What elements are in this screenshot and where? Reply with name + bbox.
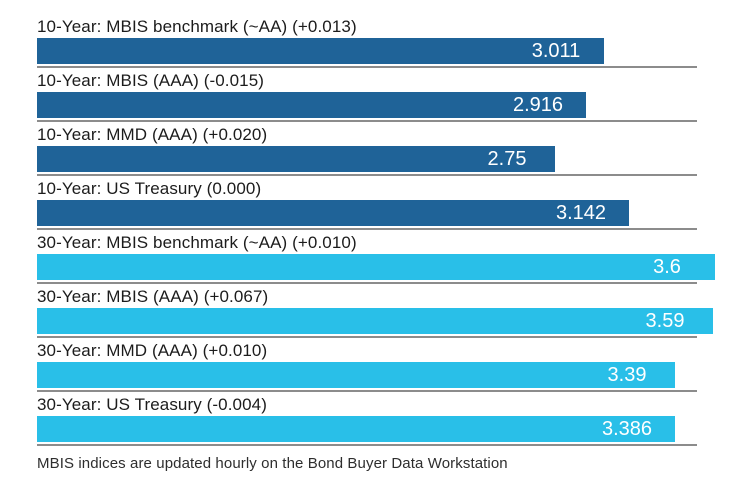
bar-label: 10-Year: MBIS (AAA) (-0.015) [37,71,265,90]
bar-value-label: 3.59 [645,310,685,332]
bar-30yr-mbis-benchmark: 3.6 [37,254,715,280]
chart-row: 10-Year: US Treasury (0.000) 3.142 [37,176,740,230]
row-baseline: 3.6 [37,254,715,284]
chart-row: 30-Year: MBIS benchmark (~AA) (+0.010) 3… [37,230,740,284]
chart-row: 30-Year: MBIS (AAA) (+0.067) 3.59 [37,284,740,338]
bar-10yr-mbis-aaa: 2.916 [37,92,586,118]
bar-chart-area: 10-Year: MBIS benchmark (~AA) (+0.013) 3… [37,14,740,446]
bar-10yr-mbis-benchmark: 3.011 [37,38,604,64]
bar-label: 10-Year: US Treasury (0.000) [37,179,262,198]
bar-value-label: 3.011 [531,40,581,62]
bar-30yr-us-treasury: 3.386 [37,416,675,442]
bar-30yr-mmd-aaa: 3.39 [37,362,675,388]
bar-label: 30-Year: US Treasury (-0.004) [37,395,267,414]
bar-value-label: 2.75 [487,148,527,170]
bar-value-label: 3.6 [653,256,681,278]
chart-row: 10-Year: MBIS (AAA) (-0.015) 2.916 [37,68,740,122]
bar-label: 30-Year: MBIS (AAA) (+0.067) [37,287,269,306]
bar-10yr-mmd-aaa: 2.75 [37,146,555,172]
bar-value-label: 3.39 [607,364,647,386]
bar-label: 30-Year: MMD (AAA) (+0.010) [37,341,268,360]
row-baseline: 3.011 [37,38,697,68]
bar-value-label: 3.386 [601,418,653,440]
row-baseline: 3.386 [37,416,697,446]
chart-row: 10-Year: MBIS benchmark (~AA) (+0.013) 3… [37,14,740,68]
chart-footnote: MBIS indices are updated hourly on the B… [37,455,508,472]
bar-10yr-us-treasury: 3.142 [37,200,629,226]
bar-label: 10-Year: MMD (AAA) (+0.020) [37,125,268,144]
bar-value-label: 3.142 [555,202,607,224]
chart-row: 10-Year: MMD (AAA) (+0.020) 2.75 [37,122,740,176]
row-baseline: 3.59 [37,308,713,338]
bar-30yr-mbis-aaa: 3.59 [37,308,713,334]
chart-row: 30-Year: MMD (AAA) (+0.010) 3.39 [37,338,740,392]
bar-label: 30-Year: MBIS benchmark (~AA) (+0.010) [37,233,357,252]
chart-row: 30-Year: US Treasury (-0.004) 3.386 [37,392,740,446]
row-baseline: 3.39 [37,362,697,392]
row-baseline: 2.916 [37,92,697,122]
row-baseline: 2.75 [37,146,697,176]
bar-value-label: 2.916 [512,94,564,116]
row-baseline: 3.142 [37,200,697,230]
bar-label: 10-Year: MBIS benchmark (~AA) (+0.013) [37,17,357,36]
